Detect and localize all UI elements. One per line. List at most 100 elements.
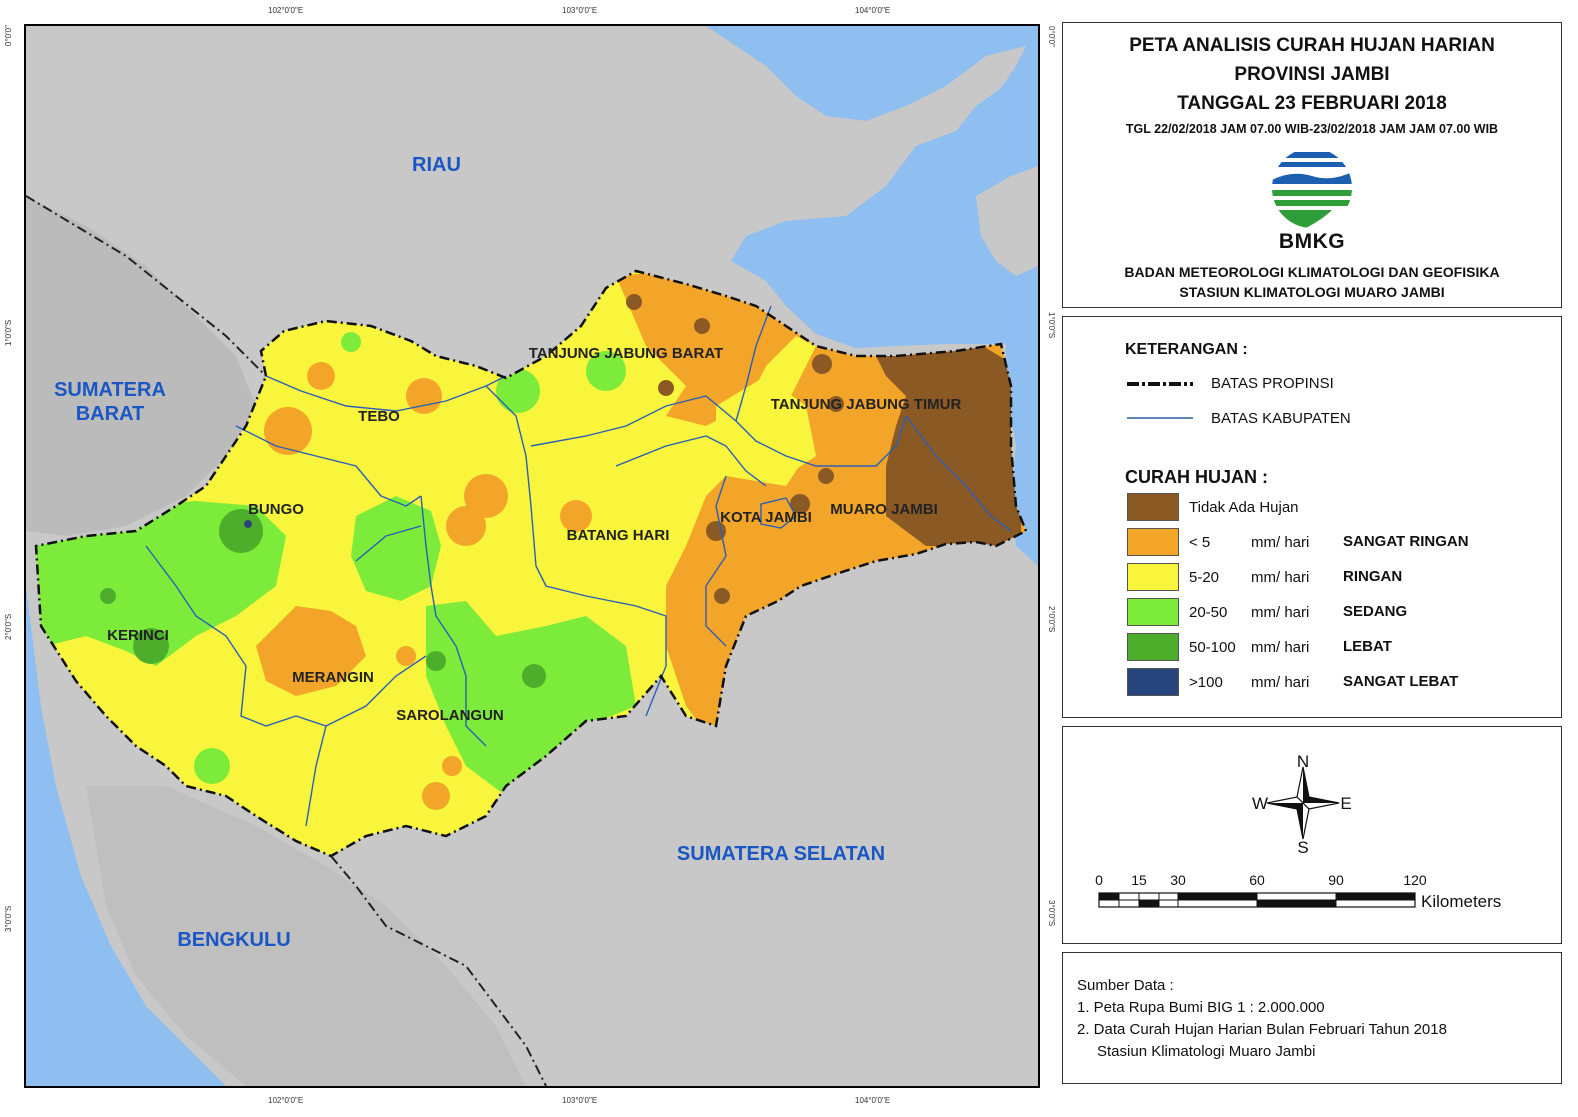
spot-nr-4 xyxy=(812,354,832,374)
bmkg-logo: BMKG xyxy=(1262,146,1362,256)
boundary-line-12 xyxy=(355,525,422,562)
rainfall-map: RIAU SUMATERA BARAT SUMATERA SELATAN BENG… xyxy=(26,26,1038,1086)
range-moderate: 20-50 xyxy=(1189,604,1228,621)
boundary-line-9 xyxy=(145,545,427,727)
line-sample-province xyxy=(1127,382,1193,386)
province-boundary-west xyxy=(26,195,267,377)
spot-nr-6 xyxy=(790,494,810,514)
spot-h-5 xyxy=(100,588,116,604)
tick-right-1s: 1°0'0"S xyxy=(1047,312,1056,339)
line-sample-district xyxy=(1127,417,1193,419)
title-line-1: PETA ANALISIS CURAH HUJAN HARIAN xyxy=(1129,35,1495,56)
scale-tick-120: 120 xyxy=(1403,872,1427,888)
unit-very-heavy: mm/ hari xyxy=(1251,674,1310,691)
spot-nr-7 xyxy=(706,521,726,541)
rain-heading: CURAH HUJAN : xyxy=(1125,467,1268,487)
organization-name: BADAN METEOROLOGI KLIMATOLOGI DAN GEOFIS… xyxy=(1063,262,1561,302)
label-riau: RIAU xyxy=(412,154,461,176)
compass-rose-icon xyxy=(1266,766,1340,840)
spot-vl-7 xyxy=(422,782,450,810)
tick-left-0: 0°0'0" xyxy=(4,25,13,46)
tick-right-2s: 2°0'0"S xyxy=(1047,606,1056,633)
region-labels: RIAU SUMATERA BARAT SUMATERA SELATAN BENG… xyxy=(54,154,885,951)
boundary-line-11 xyxy=(305,725,327,827)
spot-vl-9 xyxy=(396,646,416,666)
bmkg-logo-icon xyxy=(1272,148,1352,228)
source-item-2: 2. Data Curah Hujan Harian Bulan Februar… xyxy=(1077,1021,1447,1038)
category-very-heavy: SANGAT LEBAT xyxy=(1343,673,1459,690)
compass-letters: N S E W xyxy=(1252,752,1352,857)
province-boundary xyxy=(34,269,1028,858)
compass-e: E xyxy=(1340,794,1351,813)
boundary-line-6 xyxy=(735,305,772,422)
field-no-rain xyxy=(876,348,1021,546)
range-very-light: < 5 xyxy=(1189,534,1211,551)
scale-tick-60: 60 xyxy=(1249,872,1265,888)
label-sumatera-barat: SUMATERA BARAT xyxy=(54,379,166,425)
label-sumatera-selatan: SUMATERA SELATAN xyxy=(677,843,885,865)
tick-top-104e: 104°0'0"E xyxy=(855,6,891,15)
sea-east xyxy=(706,26,1038,566)
spot-nr-3 xyxy=(658,380,674,396)
legend-panel: KETERANGAN : BATAS PROPINSI BATAS KABUPA… xyxy=(1062,316,1562,718)
label-bungo: BUNGO xyxy=(248,501,304,518)
legend-heading: KETERANGAN : xyxy=(1125,341,1248,358)
legend-line-province: BATAS PROPINSI xyxy=(1211,375,1334,392)
map-title: PETA ANALISIS CURAH HUJAN HARIAN PROVINS… xyxy=(1063,31,1561,118)
unit-heavy: mm/ hari xyxy=(1251,639,1310,656)
kota-jambi-boundary xyxy=(760,497,797,529)
swatch-moderate xyxy=(1127,598,1179,626)
island-east xyxy=(976,166,1038,276)
tick-left-1s: 1°0'0"S xyxy=(4,319,13,346)
swatch-very-heavy xyxy=(1127,668,1179,696)
source-heading: Sumber Data : xyxy=(1077,977,1174,994)
source-panel: Sumber Data : 1. Peta Rupa Bumi BIG 1 : … xyxy=(1062,952,1562,1084)
compass-scale-svg: N S E W 0 15 30 60 90 120 xyxy=(1095,752,1501,911)
spot-h-3 xyxy=(426,651,446,671)
unit-moderate: mm/ hari xyxy=(1251,604,1310,621)
unit-very-light: mm/ hari xyxy=(1251,534,1310,551)
category-light: RINGAN xyxy=(1343,568,1403,585)
scale-unit: Kilometers xyxy=(1421,892,1501,911)
compass-w: W xyxy=(1252,794,1268,813)
swatch-light xyxy=(1127,563,1179,591)
spot-h-2 xyxy=(133,628,169,664)
scale-tick-0: 0 xyxy=(1095,872,1103,888)
scale-ticks: 0 15 30 60 90 120 xyxy=(1095,872,1427,888)
tick-top-102e: 102°0'0"E xyxy=(268,6,304,15)
scale-bar xyxy=(1098,892,1416,908)
field-very-light-merangin xyxy=(256,606,366,696)
spot-nr-9 xyxy=(818,468,834,484)
province-boundary-south xyxy=(330,855,547,1086)
tick-bottom-104e: 104°0'0"E xyxy=(855,1096,891,1105)
spot-vl-6 xyxy=(307,362,335,390)
category-heavy: LEBAT xyxy=(1343,638,1392,655)
compass-s: S xyxy=(1297,838,1308,857)
scale-tick-30: 30 xyxy=(1170,872,1186,888)
scale-tick-90: 90 xyxy=(1328,872,1344,888)
sea-west xyxy=(26,586,226,1086)
range-no-rain: Tidak Ada Hujan xyxy=(1189,499,1299,516)
legend-line-district: BATAS KABUPATEN xyxy=(1211,410,1351,427)
field-moderate-south xyxy=(426,601,636,796)
title-panel: PETA ANALISIS CURAH HUJAN HARIAN PROVINS… xyxy=(1062,22,1562,308)
spot-nr-8 xyxy=(714,588,730,604)
compass-n: N xyxy=(1297,752,1309,771)
bmkg-logo-text: BMKG xyxy=(1278,230,1346,253)
label-sarolangun: SAROLANGUN xyxy=(396,707,504,724)
district-labels: TANJUNG JABUNG BARAT TANJUNG JABUNG TIMU… xyxy=(107,345,961,724)
field-moderate-west xyxy=(36,501,286,666)
org-line-1: BADAN METEOROLOGI KLIMATOLOGI DAN GEOFIS… xyxy=(1124,264,1500,280)
label-tebo: TEBO xyxy=(358,408,400,425)
source-item-2-continuation: Stasiun Klimatologi Muaro Jambi xyxy=(1097,1043,1316,1060)
title-line-2: PROVINSI JAMBI xyxy=(1234,64,1390,85)
swatch-no-rain xyxy=(1127,493,1179,521)
boundary-line-2 xyxy=(485,385,667,717)
boundary-line-3 xyxy=(235,425,422,507)
spot-m-4 xyxy=(194,748,230,784)
spot-vl-2 xyxy=(406,378,442,414)
period-text: TGL 22/02/2018 JAM 07.00 WIB-23/02/2018 … xyxy=(1125,122,1499,136)
org-line-2: STASIUN KLIMATOLOGI MUARO JAMBI xyxy=(1179,284,1445,300)
swatch-heavy xyxy=(1127,633,1179,661)
district-boundaries xyxy=(145,305,1012,827)
